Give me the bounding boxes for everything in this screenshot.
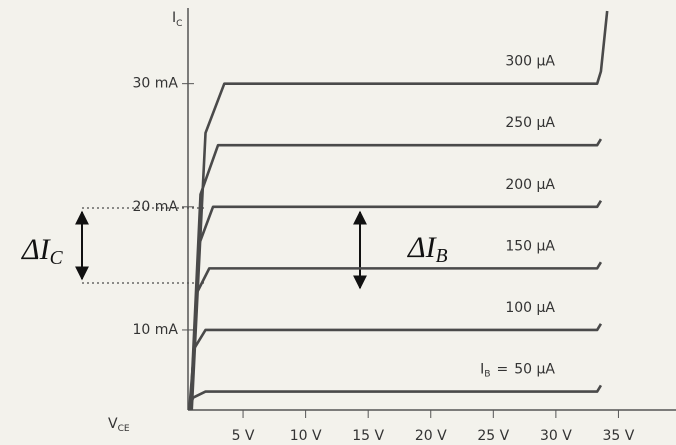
curve: [189, 385, 601, 410]
y-tick-label: 20 mA: [133, 199, 179, 215]
x-tick-label: 35 V: [603, 428, 635, 444]
x-tick-label: 5 V: [232, 428, 255, 444]
label-name: 150 µA: [505, 238, 555, 254]
y-tick-label: 30 mA: [133, 76, 179, 92]
label-prefix-sub: B: [484, 369, 490, 379]
label-name: 200 µA: [505, 177, 555, 193]
series-label: 150 µA: [505, 238, 555, 254]
label-name: 250 µA: [505, 115, 555, 131]
series-label: 200 µA: [505, 177, 555, 193]
x-tick-label: 20 V: [415, 428, 447, 444]
x-tick-label: 15 V: [352, 428, 384, 444]
x-tick-label: 30 V: [540, 428, 572, 444]
label-name: 100 µA: [505, 300, 555, 316]
label-name: 300 µA: [505, 54, 555, 70]
y-axis-label: IC: [172, 10, 183, 29]
chart: ΔIC ΔIB IC VCE 10 mA 20 mA 30 mA 5 V 10 V 15 …: [0, 0, 676, 445]
series-label: IB=50 µA: [480, 362, 555, 380]
x-tick-label: 10 V: [290, 428, 322, 444]
x-axis-label: VCE: [108, 416, 130, 434]
series-label: 250 µA: [505, 115, 555, 131]
label-sign: =: [497, 362, 509, 378]
curve: [191, 262, 601, 410]
series-label: 300 µA: [505, 54, 555, 70]
x-tick-label: 25 V: [477, 428, 509, 444]
series-label: 100 µA: [505, 300, 555, 316]
delta-ic-label: ΔIC: [21, 233, 64, 270]
label-name: 50 µA: [514, 362, 555, 378]
y-tick-label: 10 mA: [133, 322, 179, 338]
curve: [192, 11, 607, 410]
delta-ib-label: ΔIB: [407, 231, 448, 268]
